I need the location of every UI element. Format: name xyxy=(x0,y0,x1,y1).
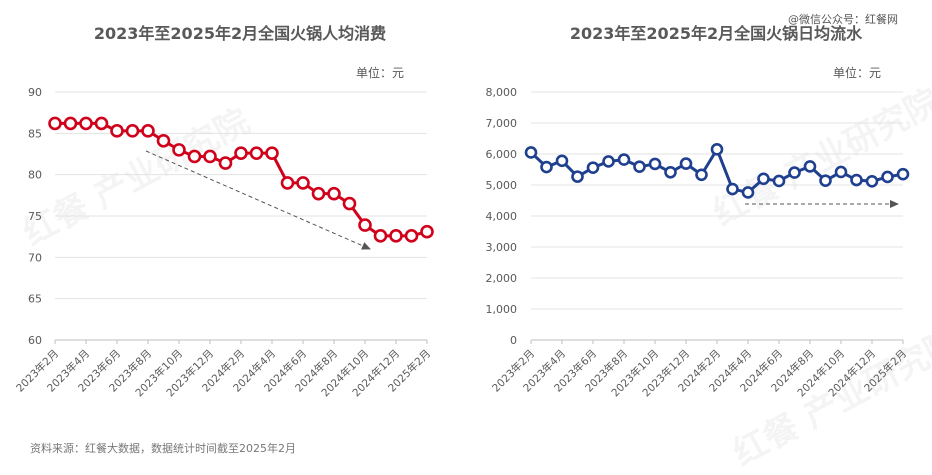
right-data-point xyxy=(741,186,755,199)
right-data-point xyxy=(819,174,832,187)
left-data-point xyxy=(187,149,202,164)
right-data-point xyxy=(865,174,879,188)
left-data-point xyxy=(265,146,279,160)
right-data-point xyxy=(648,157,662,171)
left-y-tick-label: 70 xyxy=(28,251,42,264)
right-y-tick-label: 7,000 xyxy=(486,117,518,130)
left-data-point xyxy=(389,229,403,243)
left-data-point xyxy=(63,116,78,131)
right-data-point xyxy=(664,165,677,179)
right-chart-title: 2023年至2025年2月全国火锅日均流水 xyxy=(569,24,863,43)
left-y-tick-label: 90 xyxy=(28,86,42,99)
left-data-point xyxy=(404,229,419,243)
right-y-tick-label: 0 xyxy=(510,334,517,347)
right-y-tick-label: 1,000 xyxy=(486,303,518,316)
left-y-tick-label: 85 xyxy=(28,127,42,140)
right-data-point xyxy=(555,154,569,168)
right-data-point xyxy=(710,143,724,156)
right-data-point xyxy=(617,153,631,166)
right-data-point xyxy=(881,170,894,184)
left-data-point xyxy=(48,116,62,131)
right-data-point xyxy=(602,155,615,168)
left-line-chart: 606570758085902023年2月2023年4月2023年6月2023年… xyxy=(13,86,910,399)
left-data-point xyxy=(311,186,326,201)
left-data-point xyxy=(94,116,109,131)
left-data-point xyxy=(141,124,155,138)
left-data-point xyxy=(280,176,295,190)
right-y-tick-label: 6,000 xyxy=(486,148,518,161)
right-data-point xyxy=(850,173,863,187)
right-data-point xyxy=(834,165,848,179)
left-chart-title: 2023年至2025年2月全国火锅人均消费 xyxy=(93,24,387,43)
left-data-point xyxy=(203,149,217,164)
right-data-point xyxy=(524,146,538,159)
left-data-point xyxy=(172,143,186,157)
right-data-point xyxy=(540,160,553,174)
right-data-point xyxy=(788,166,801,179)
right-chart-group: 0 1,000 2,000 3,000 4,000 5,000 6,000 7,000 8,00… xyxy=(486,86,910,399)
left-chart-group: 606570758085902023年2月2023年4月2023年6月2023年… xyxy=(13,86,434,399)
right-data-point xyxy=(896,167,910,181)
left-unit-label: 单位：元 xyxy=(356,66,405,80)
left-data-point xyxy=(156,133,171,148)
left-data-point xyxy=(373,229,388,243)
right-data-point xyxy=(726,182,739,196)
right-y-tick-label: 2,000 xyxy=(486,272,518,285)
source-note: 资料来源：红餐大数据，数据统计时间截至2025年2月 xyxy=(30,442,296,455)
right-y-tick-label: 4,000 xyxy=(486,210,518,223)
left-data-point xyxy=(296,176,310,190)
left-data-point xyxy=(249,146,264,160)
right-unit-label: 单位：元 xyxy=(833,66,882,80)
left-y-tick-label: 75 xyxy=(28,210,42,223)
left-y-tick-label: 65 xyxy=(28,293,42,306)
right-data-point xyxy=(772,174,786,188)
right-data-point xyxy=(571,170,584,183)
left-trend-arrow xyxy=(145,150,371,250)
left-data-point xyxy=(218,156,233,170)
right-y-tick-label: 3,000 xyxy=(486,241,518,254)
left-data-point xyxy=(342,196,357,211)
right-data-point xyxy=(679,157,693,170)
left-series-line xyxy=(55,121,428,238)
right-y-tick-label: 5,000 xyxy=(486,179,518,192)
left-data-point xyxy=(327,186,341,201)
right-data-point xyxy=(757,172,770,186)
right-y-tick-label: 8,000 xyxy=(486,86,518,99)
right-data-point xyxy=(695,168,708,182)
left-data-point xyxy=(79,116,93,131)
left-data-point xyxy=(125,124,140,138)
left-y-tick-label: 60 xyxy=(28,334,42,347)
left-data-point xyxy=(358,218,372,232)
left-data-point xyxy=(234,146,248,160)
right-data-point xyxy=(586,161,600,174)
right-data-point xyxy=(803,160,817,173)
left-data-point xyxy=(420,224,434,239)
left-data-point xyxy=(110,124,124,138)
left-y-tick-label: 80 xyxy=(28,169,42,182)
wechat-watermark: @微信公众号：红餐网 xyxy=(788,13,898,26)
right-data-point xyxy=(633,160,646,174)
